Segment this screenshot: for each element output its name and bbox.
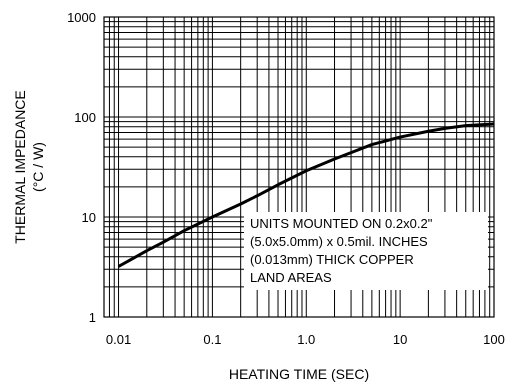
y-tick-label: 10 — [82, 210, 96, 225]
y-tick-label: 100 — [74, 110, 96, 125]
x-tick-label: 0.01 — [106, 332, 131, 347]
x-tick-label: 10 — [393, 332, 407, 347]
x-tick-label: 0.1 — [203, 332, 221, 347]
mounting-note-line: (0.013mm) THICK COPPER — [250, 252, 414, 267]
x-tick-labels: 0.01 0.1 1.0 10 100 — [106, 332, 505, 347]
mounting-note: UNITS MOUNTED ON 0.2x0.2" (5.0x5.0mm) x … — [244, 212, 488, 290]
x-tick-label: 100 — [483, 332, 505, 347]
y-tick-labels: 1 10 100 1000 — [67, 10, 96, 325]
mounting-note-line: LAND AREAS — [250, 270, 332, 285]
y-axis-unit-label: (°C / W) — [30, 142, 46, 192]
x-tick-label: 1.0 — [297, 332, 315, 347]
mounting-note-line: (5.0x5.0mm) x 0.5mil. INCHES — [250, 234, 428, 249]
y-tick-label: 1 — [89, 310, 96, 325]
mounting-note-box — [244, 212, 488, 290]
y-axis-label: THERMAL IMPEDANCE — [12, 90, 28, 244]
thermal-impedance-curve — [117, 122, 495, 268]
mounting-note-line: UNITS MOUNTED ON 0.2x0.2" — [250, 216, 433, 231]
plot-frame — [103, 16, 495, 318]
x-axis-label: HEATING TIME (SEC) — [229, 366, 369, 382]
y-tick-label: 1000 — [67, 10, 96, 25]
series-layer — [117, 122, 495, 268]
